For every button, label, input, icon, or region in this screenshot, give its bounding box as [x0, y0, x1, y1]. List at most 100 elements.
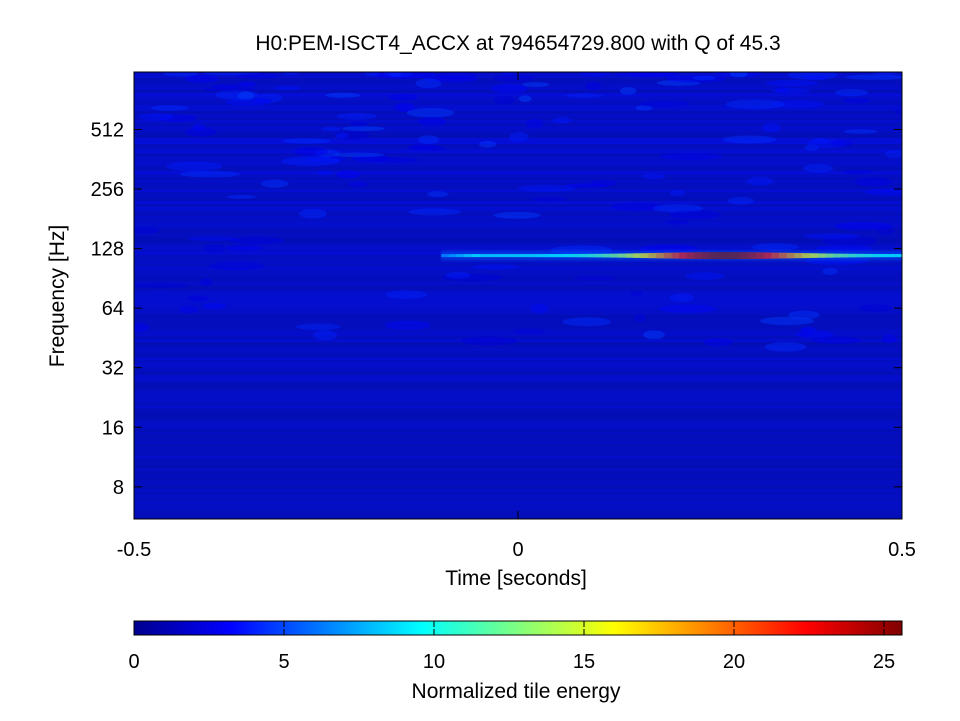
- noise-blob: [762, 122, 782, 133]
- noise-blob: [727, 196, 755, 205]
- noise-blob: [460, 336, 518, 346]
- noise-blob: [518, 95, 532, 102]
- noise-blob: [801, 326, 817, 332]
- noise-blob: [335, 132, 349, 139]
- noise-band: [134, 444, 902, 447]
- noise-blob: [812, 137, 829, 143]
- noise-blob: [493, 211, 541, 219]
- noise-band: [134, 441, 902, 444]
- noise-band: [134, 87, 902, 90]
- noise-band: [134, 231, 902, 234]
- noise-blob: [321, 126, 341, 132]
- noise-band: [134, 363, 902, 366]
- noise-blob: [656, 79, 701, 86]
- noise-band: [134, 102, 902, 105]
- noise-band: [134, 162, 902, 165]
- noise-blob: [692, 75, 717, 81]
- noise-blob: [349, 121, 369, 127]
- noise-blob: [573, 275, 618, 281]
- colorbar-ticks: 0 5 10 15 20 25: [128, 621, 895, 673]
- noise-blob: [224, 245, 264, 251]
- noise-blob: [202, 303, 227, 310]
- colorbar-tick-label: 5: [278, 651, 289, 673]
- noise-band: [134, 435, 902, 438]
- noise-blob: [713, 72, 762, 77]
- noise-blob: [417, 116, 447, 127]
- noise-blob: [525, 119, 544, 129]
- noise-blob: [815, 245, 873, 252]
- noise-band: [134, 393, 902, 396]
- noise-band: [134, 465, 902, 468]
- noise-band: [134, 447, 902, 450]
- noise-blob: [493, 74, 535, 83]
- noise-band: [134, 276, 902, 279]
- noise-blob: [669, 293, 694, 303]
- noise-band: [134, 168, 902, 171]
- noise-blob: [388, 72, 402, 77]
- noise-blob: [803, 233, 860, 240]
- noise-blob: [408, 208, 461, 216]
- noise-band: [134, 288, 902, 291]
- noise-blob: [806, 139, 846, 149]
- noise-blob: [564, 183, 610, 188]
- noise-band: [134, 315, 902, 318]
- noise-blob: [209, 261, 266, 271]
- noise-blob: [166, 161, 223, 172]
- noise-band: [134, 297, 902, 300]
- noise-blob: [313, 330, 338, 341]
- noise-blob: [894, 108, 902, 114]
- noise-band: [134, 105, 902, 108]
- noise-blob: [668, 210, 722, 220]
- noise-band: [134, 495, 902, 498]
- noise-band: [134, 333, 902, 336]
- noise-blob: [427, 191, 449, 198]
- chart-title: H0:PEM-ISCT4_ACCX at 794654729.800 with …: [255, 32, 780, 55]
- noise-band: [134, 318, 902, 321]
- noise-band: [134, 261, 902, 264]
- noise-blob: [590, 179, 616, 187]
- noise-band: [134, 81, 902, 84]
- noise-blob: [822, 268, 838, 275]
- y-tick-label: 8: [113, 477, 124, 499]
- noise-blob: [251, 97, 273, 104]
- noise-blob: [293, 147, 328, 157]
- noise-blob: [255, 93, 283, 103]
- noise-band: [134, 201, 902, 204]
- noise-blob: [199, 277, 213, 287]
- noise-band: [134, 426, 902, 429]
- noise-blob: [261, 179, 289, 188]
- noise-band: [134, 111, 902, 114]
- noise-band: [134, 225, 902, 228]
- noise-band: [134, 360, 902, 363]
- noise-band: [134, 303, 902, 306]
- noise-blob: [434, 72, 477, 80]
- noise-blob: [295, 323, 341, 330]
- noise-band: [134, 324, 902, 327]
- noise-blob: [659, 304, 717, 313]
- noise-blob: [872, 72, 898, 75]
- noise-texture: [134, 72, 902, 519]
- noise-blob: [203, 72, 260, 76]
- noise-blob: [138, 113, 174, 121]
- noise-band: [134, 249, 902, 252]
- noise-band: [134, 186, 902, 189]
- noise-blob: [615, 72, 679, 78]
- noise-band: [134, 357, 902, 360]
- x-axis: -0.5 0 0.5: [117, 72, 916, 561]
- x-tick-label: 0.5: [888, 539, 916, 561]
- noise-band: [134, 474, 902, 477]
- y-axis-label: Frequency [Hz]: [46, 225, 69, 367]
- noise-blob: [795, 330, 834, 339]
- noise-band: [134, 354, 902, 357]
- noise-band: [134, 507, 902, 510]
- noise-band: [134, 390, 902, 393]
- noise-blob: [854, 177, 892, 187]
- noise-band: [134, 246, 902, 249]
- noise-band: [134, 153, 902, 156]
- noise-band: [134, 480, 902, 483]
- noise-blob: [775, 86, 789, 93]
- noise-blob: [394, 102, 415, 113]
- noise-band: [134, 294, 902, 297]
- noise-band: [134, 126, 902, 129]
- noise-band: [134, 429, 902, 432]
